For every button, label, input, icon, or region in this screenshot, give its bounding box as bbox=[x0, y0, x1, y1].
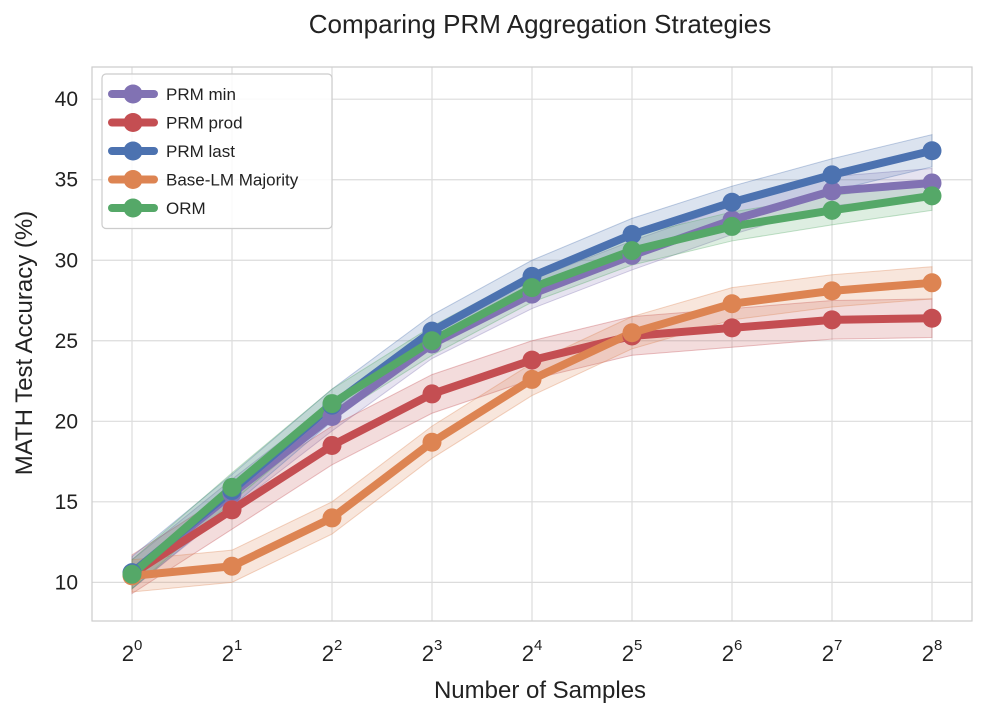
point-orm bbox=[322, 394, 342, 414]
legend-swatch-marker bbox=[123, 170, 143, 189]
y-tick-label: 35 bbox=[55, 169, 78, 192]
y-tick-label: 30 bbox=[55, 249, 78, 272]
tick-labels: 10 15 20 25 30 35 40 20 21 22 23 24 25 26 27 28 bbox=[55, 88, 943, 666]
point-orm bbox=[522, 278, 542, 298]
data-points bbox=[122, 141, 942, 586]
x-tick-label: 27 bbox=[822, 637, 843, 666]
legend-entry-orm: ORM bbox=[108, 198, 206, 218]
x-axis-title: Number of Samples bbox=[434, 677, 646, 704]
legend-swatch-marker bbox=[123, 113, 143, 132]
point-orm bbox=[922, 186, 942, 206]
point-prm-prod bbox=[722, 318, 742, 338]
legend-label: PRM min bbox=[166, 85, 236, 104]
x-tick-label: 22 bbox=[322, 637, 343, 666]
x-tick-label: 24 bbox=[522, 637, 543, 666]
x-tick-label: 26 bbox=[722, 637, 743, 666]
x-tick-label: 23 bbox=[422, 637, 443, 666]
legend-swatch-marker bbox=[123, 198, 143, 218]
point-base-lm-majority bbox=[622, 323, 642, 343]
point-prm-prod bbox=[422, 384, 442, 404]
legend-label: Base-LM Majority bbox=[166, 171, 299, 190]
point-prm-prod bbox=[322, 435, 342, 455]
legend: PRM min PRM prod PRM last Base-LM Majority O… bbox=[101, 73, 333, 230]
point-prm-min bbox=[822, 181, 842, 201]
point-prm-prod bbox=[922, 308, 942, 328]
point-base-lm-majority bbox=[922, 273, 942, 293]
y-tick-label: 25 bbox=[55, 330, 78, 353]
x-tick-label: 21 bbox=[222, 637, 243, 666]
point-base-lm-majority bbox=[822, 281, 842, 301]
legend-swatch-marker bbox=[123, 141, 143, 161]
point-orm bbox=[422, 331, 442, 351]
y-tick-label: 20 bbox=[55, 410, 78, 433]
x-tick-label: 20 bbox=[122, 637, 143, 666]
point-base-lm-majority bbox=[422, 432, 442, 452]
legend-entry-prm-min: PRM min bbox=[108, 84, 236, 104]
legend-entry-prm-last: PRM last bbox=[108, 141, 235, 161]
chart-title: Comparing PRM Aggregation Strategies bbox=[309, 9, 771, 39]
y-tick-label: 10 bbox=[55, 571, 78, 594]
legend-box bbox=[101, 73, 333, 230]
point-prm-prod bbox=[822, 310, 842, 330]
point-base-lm-majority bbox=[222, 556, 242, 576]
legend-label: PRM prod bbox=[166, 114, 243, 133]
point-base-lm-majority bbox=[522, 369, 542, 389]
plot-frame bbox=[91, 66, 973, 622]
x-tick-label: 25 bbox=[622, 637, 643, 666]
legend-swatch-marker bbox=[123, 84, 143, 104]
point-prm-prod bbox=[222, 500, 242, 520]
point-prm-last bbox=[722, 192, 742, 212]
point-orm bbox=[622, 241, 642, 261]
point-orm bbox=[122, 564, 142, 584]
point-prm-last bbox=[922, 141, 942, 161]
point-orm bbox=[722, 216, 742, 236]
legend-label: ORM bbox=[166, 199, 206, 218]
point-prm-prod bbox=[522, 350, 542, 370]
y-tick-label: 15 bbox=[55, 491, 78, 514]
point-prm-last bbox=[822, 165, 842, 185]
point-orm bbox=[822, 200, 842, 220]
point-base-lm-majority bbox=[322, 508, 342, 528]
legend-label: PRM last bbox=[166, 142, 235, 161]
legend-entry-prm-prod: PRM prod bbox=[108, 113, 243, 133]
point-base-lm-majority bbox=[722, 294, 742, 314]
legend-entry-base-lm-majority: Base-LM Majority bbox=[108, 170, 299, 190]
x-tick-label: 28 bbox=[922, 637, 943, 666]
point-orm bbox=[222, 477, 242, 497]
y-axis-title: MATH Test Accuracy (%) bbox=[11, 211, 38, 476]
point-prm-last bbox=[622, 224, 642, 244]
y-tick-label: 40 bbox=[55, 88, 78, 111]
